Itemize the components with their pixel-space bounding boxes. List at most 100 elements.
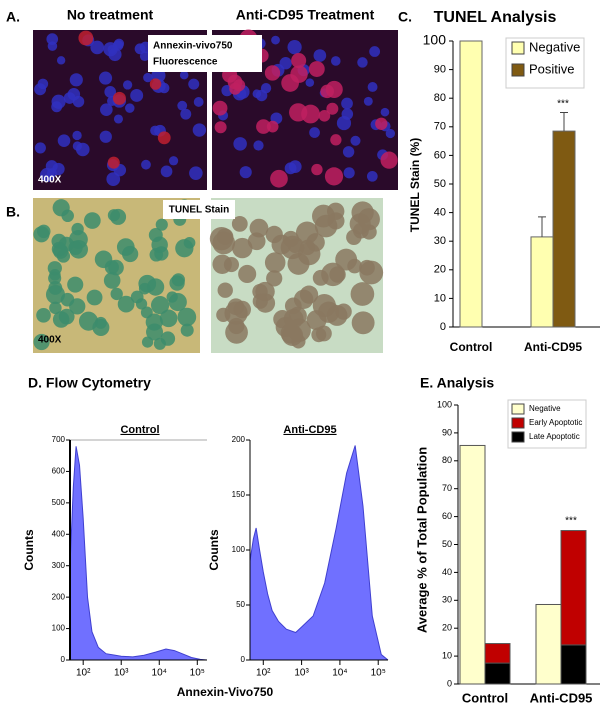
cell	[92, 319, 110, 337]
x-tick-label: 10⁴	[152, 668, 167, 679]
cell	[51, 101, 63, 113]
y-tick-label: 10	[434, 292, 446, 304]
y-tick-label: 50	[236, 600, 245, 609]
cell	[130, 88, 144, 102]
y-tick-label: 90	[434, 64, 446, 76]
x-tick-label: 10⁵	[371, 668, 386, 679]
cell	[321, 262, 345, 287]
y-axis-label: Counts	[207, 529, 221, 571]
y-tick-label: 0	[440, 321, 446, 333]
cell	[86, 289, 103, 306]
y-tick-label: 100	[52, 624, 66, 633]
cell	[189, 166, 203, 180]
cell	[166, 291, 178, 303]
cell	[57, 134, 71, 147]
y-tick-label: 500	[52, 498, 66, 507]
cell	[160, 165, 173, 178]
y-tick-label: 40	[434, 207, 446, 219]
x-tick-label: 10⁵	[190, 668, 205, 679]
cell	[306, 310, 327, 331]
cell	[117, 295, 135, 313]
cell	[90, 40, 105, 55]
y-tick-label: 700	[52, 435, 66, 444]
cell	[265, 225, 283, 244]
cell	[342, 146, 355, 158]
cell	[217, 282, 233, 298]
cell	[282, 230, 299, 248]
cell	[107, 156, 120, 169]
cell	[69, 73, 83, 87]
y-tick-label: 600	[52, 467, 66, 476]
stain-label: Fluorescence	[153, 57, 218, 68]
cell	[350, 135, 361, 146]
area-line	[69, 446, 208, 661]
cell	[225, 320, 248, 344]
cell	[212, 100, 228, 116]
cell	[141, 336, 154, 348]
chart-title: TUNEL Analysis	[434, 9, 557, 26]
cell	[290, 65, 308, 83]
y-tick-label: 100	[437, 399, 452, 409]
cell	[309, 127, 320, 138]
legend-swatch	[511, 41, 525, 55]
y-tick-label: 60	[434, 149, 446, 161]
cell	[180, 108, 192, 120]
cell	[375, 117, 388, 130]
annotation: ***	[565, 516, 577, 527]
cell	[67, 87, 81, 101]
cell	[99, 71, 113, 85]
plot-title: Anti-CD95	[283, 424, 336, 436]
cell	[324, 167, 344, 186]
cell	[357, 57, 368, 68]
cell	[350, 282, 375, 306]
x-axis-label: Annexin-Vivo750	[177, 685, 274, 699]
y-tick-label: 40	[442, 567, 452, 577]
cell	[112, 40, 124, 51]
cell	[177, 307, 197, 327]
cell	[134, 43, 146, 55]
chart-title: E. Analysis	[420, 375, 494, 391]
cell	[330, 134, 342, 146]
cell	[256, 119, 271, 134]
cell	[380, 107, 390, 117]
x-tick-label: Anti-CD95	[530, 690, 593, 705]
cell	[125, 103, 135, 113]
legend-label: Negative	[529, 404, 561, 413]
y-tick-label: 50	[434, 178, 446, 190]
cell	[188, 78, 200, 90]
legend-label: Early Apoptotic	[529, 418, 582, 427]
cell	[341, 97, 353, 110]
cell	[271, 35, 280, 45]
cell	[341, 108, 354, 120]
cell	[46, 33, 59, 45]
cell	[253, 140, 264, 151]
cell	[67, 276, 84, 293]
cell	[349, 213, 371, 235]
cell	[100, 103, 113, 116]
panel-label: B.	[6, 204, 20, 220]
cell	[177, 100, 188, 111]
cell	[151, 296, 170, 315]
cell	[264, 65, 281, 81]
cell	[155, 218, 168, 231]
cell	[233, 300, 251, 319]
y-tick-label: 30	[442, 595, 452, 605]
cell	[45, 285, 65, 305]
y-tick-label: 100	[423, 32, 447, 48]
cell	[318, 110, 331, 122]
magnification: 400X	[38, 335, 62, 346]
cell	[34, 142, 46, 154]
cell	[180, 323, 194, 337]
cell	[47, 41, 58, 51]
cell	[146, 323, 164, 341]
cell	[106, 172, 121, 186]
cell	[284, 162, 297, 175]
cell	[193, 97, 204, 107]
y-tick-label: 80	[434, 92, 446, 104]
panel-heading: D. Flow Cytometry	[28, 375, 151, 391]
cell	[266, 270, 283, 287]
cell	[238, 264, 257, 284]
cell	[233, 137, 247, 151]
label-box	[148, 35, 262, 72]
cell	[231, 215, 248, 232]
